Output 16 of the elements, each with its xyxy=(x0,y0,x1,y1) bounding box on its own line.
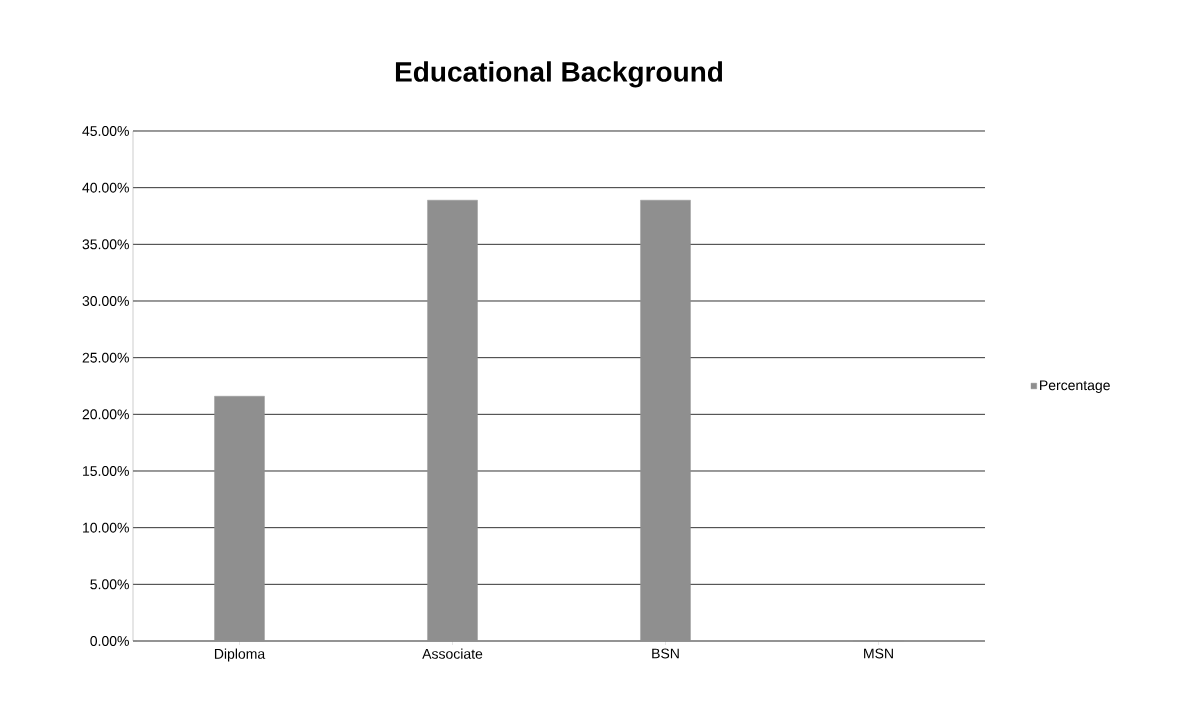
y-tick-label: 10.00% xyxy=(83,522,129,533)
y-tick-label: 20.00% xyxy=(82,409,129,420)
y-tick-label: 30.00% xyxy=(82,296,129,306)
y-tick-label: 15.00% xyxy=(83,466,129,476)
y-tick-label: 40.00% xyxy=(82,182,129,193)
y-tick-label: 0.00% xyxy=(90,636,129,646)
y-tick-label: 5.00% xyxy=(90,579,129,590)
y-tick-label: 35.00% xyxy=(82,239,129,250)
x-tick-label: Associate xyxy=(422,648,483,659)
chart-title: Educational Background xyxy=(395,61,723,88)
x-tick-label: BSN xyxy=(652,648,679,659)
y-tick-label: 25.00% xyxy=(82,352,129,363)
y-tick-label: 45.00% xyxy=(82,126,129,136)
x-tick-label: MSN xyxy=(864,648,893,659)
x-tick-label: Diploma xyxy=(214,648,266,662)
legend-label: Percentage xyxy=(1040,380,1110,393)
